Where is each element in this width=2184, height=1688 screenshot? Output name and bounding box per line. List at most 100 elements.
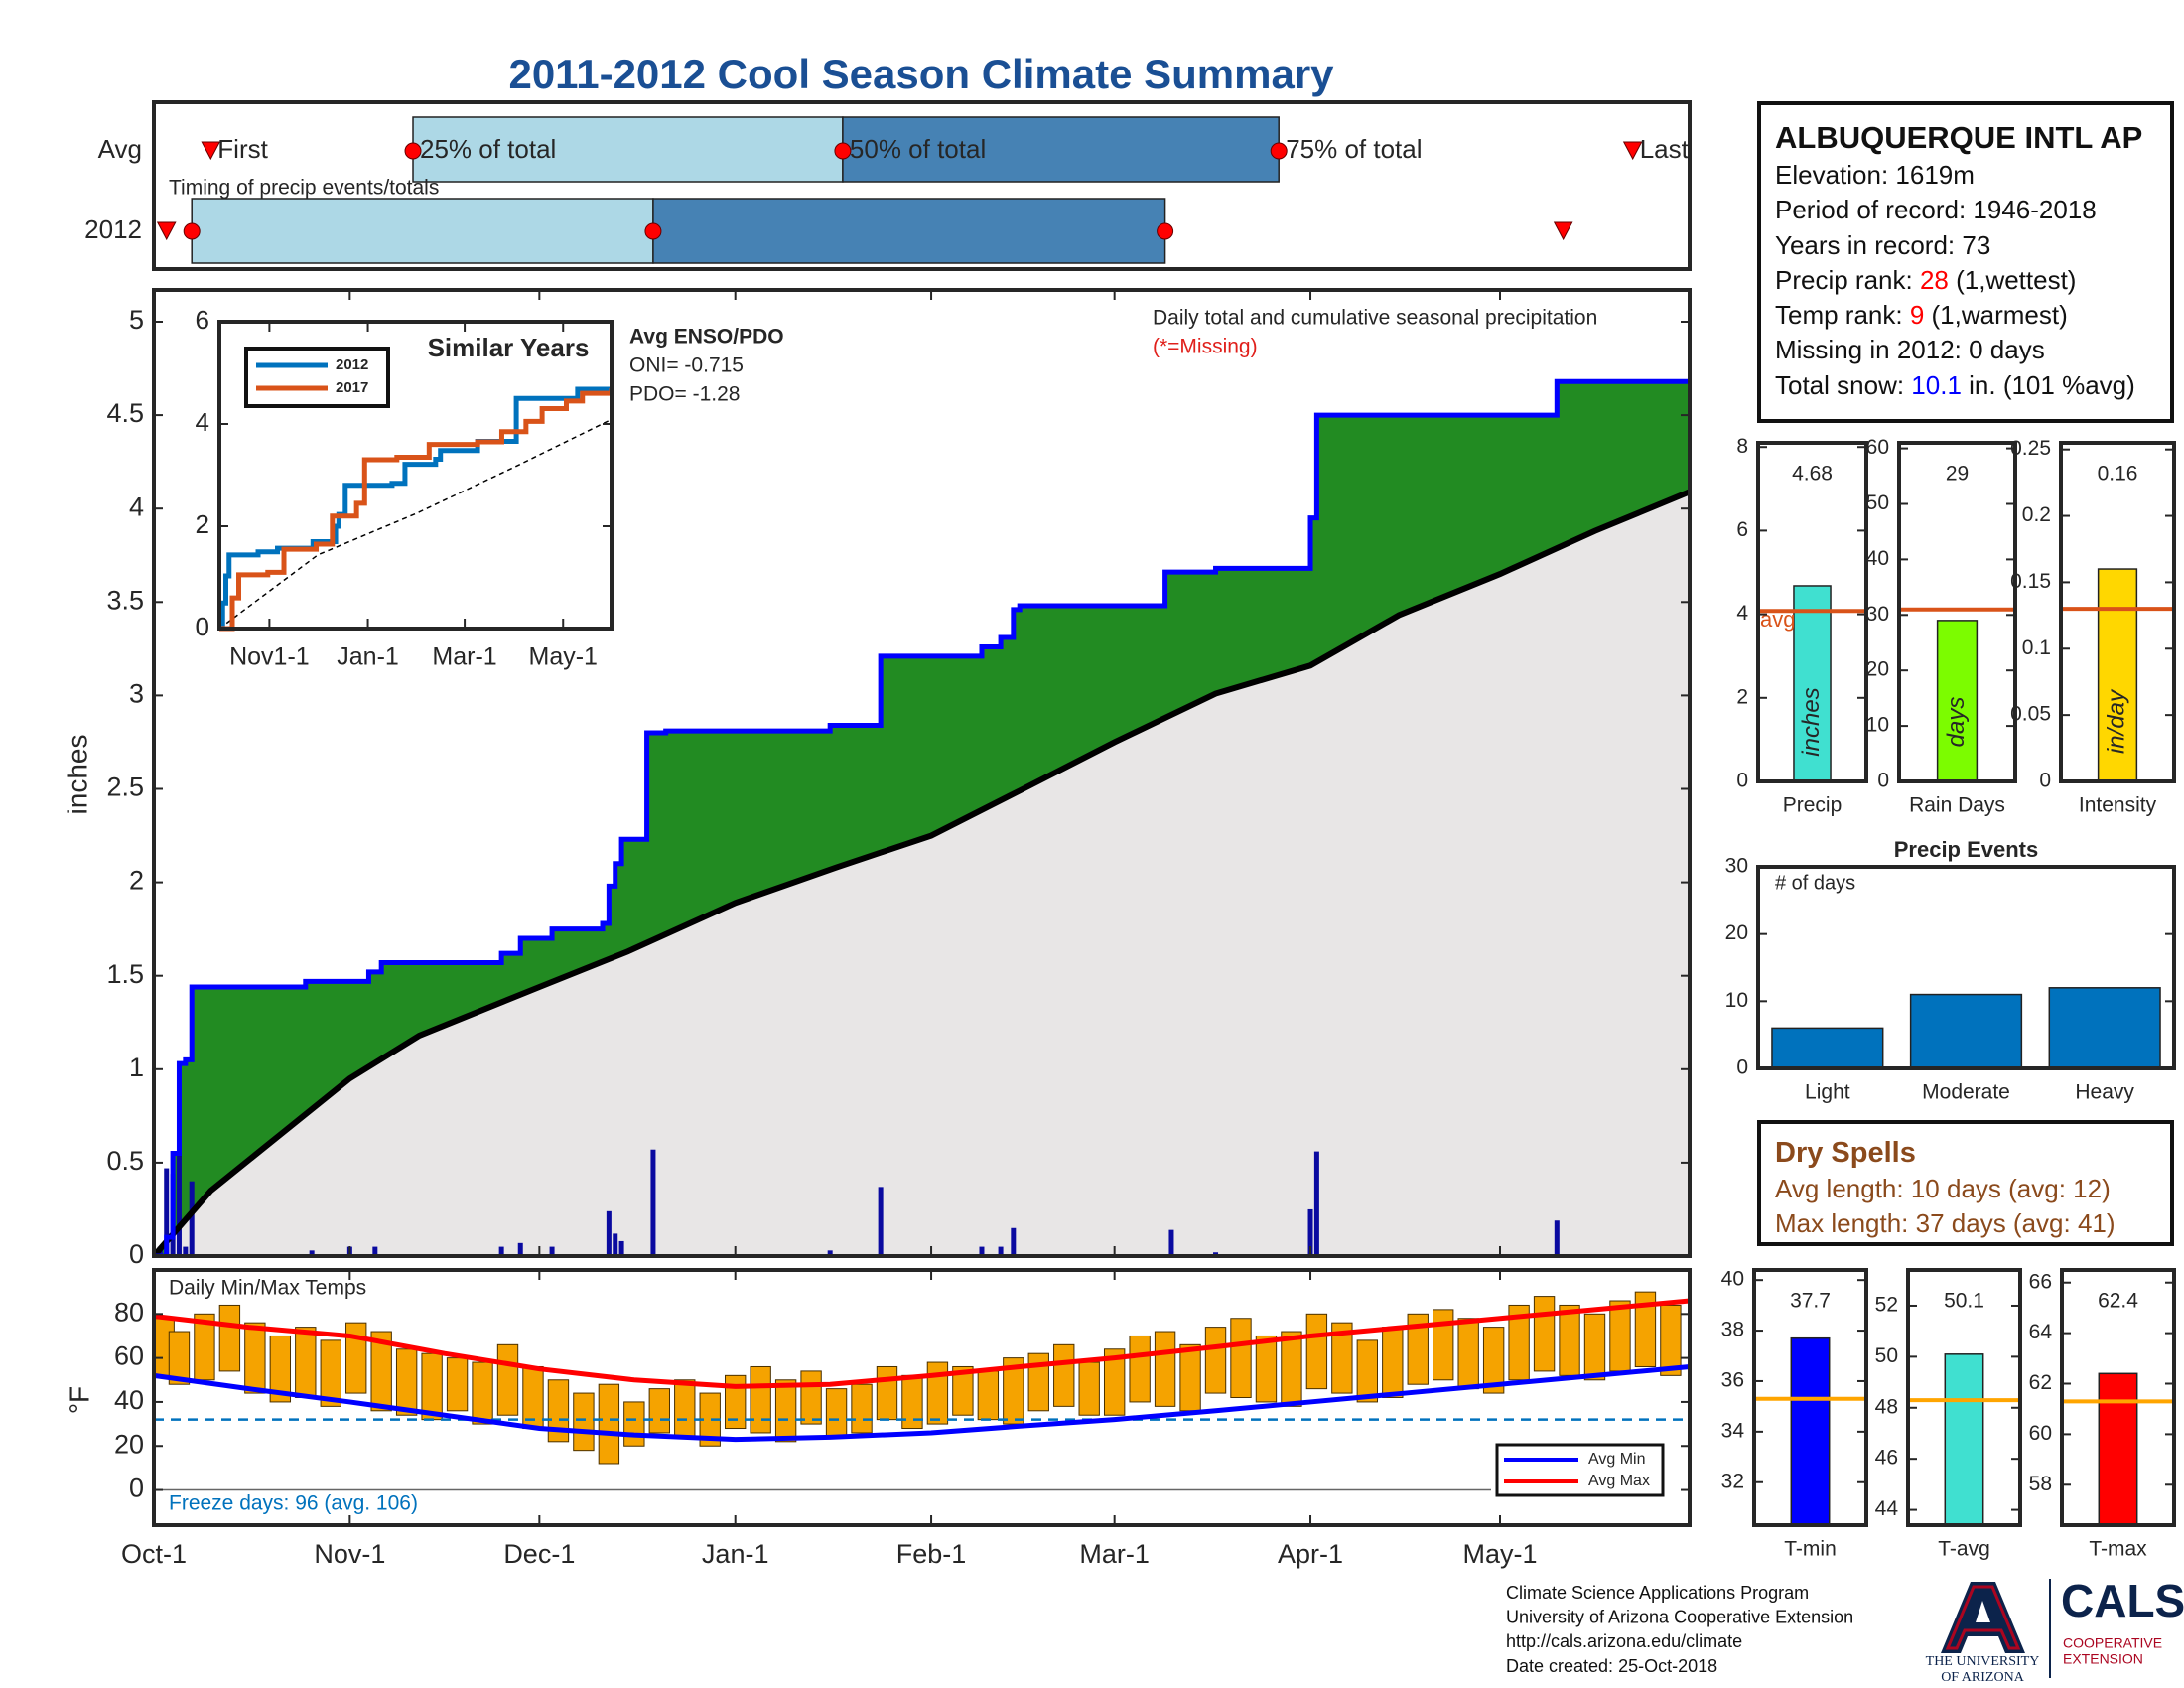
logo-shape [1976, 1601, 1990, 1622]
quartile-marker [644, 222, 662, 240]
daily-bar [979, 1246, 985, 1256]
y-tick-label: 60 [114, 1341, 144, 1371]
cumulative-line [154, 378, 1690, 1256]
x-tick-label: Apr-1 [1278, 1539, 1343, 1569]
station-line: Precip rank: 28 (1,wettest) [1775, 263, 2157, 298]
bar [1771, 1027, 1884, 1069]
average-line [154, 489, 1690, 1256]
event-marker [1622, 141, 1643, 161]
enso-annotation: Avg ENSO/PDO [629, 326, 784, 349]
value-label: 62.4 [2098, 1290, 2138, 1313]
quartile-bar [652, 198, 1166, 264]
unit-label: days [1943, 697, 1970, 748]
value-label: 29 [1946, 463, 1969, 486]
average-label: avg [1760, 607, 1795, 632]
category-label: Heavy [2075, 1081, 2134, 1104]
logo-text: THE UNIVERSITY [1926, 1654, 2040, 1669]
y-tick-label: 60 [2029, 1422, 2052, 1445]
temp-range-bar [1154, 1331, 1176, 1407]
temp-range-bar [1281, 1331, 1302, 1407]
station-text: Precip rank: [1775, 264, 1920, 295]
bar [1944, 1353, 1984, 1526]
station-text: 10.1 [1911, 369, 1962, 400]
enso-annotation: ONI= -0.715 [629, 354, 744, 377]
timeline-title: Timing of precip events/totals [169, 177, 439, 200]
x-tick-label: Mar-1 [1079, 1539, 1150, 1569]
daily-bar [176, 1153, 182, 1256]
temp-range-bar [1103, 1348, 1126, 1416]
y-tick-label: 50 [1875, 1344, 1898, 1367]
y-tick-label: 4.5 [106, 398, 144, 428]
page-title: 2011-2012 Cool Season Climate Summary [508, 51, 1334, 97]
temp-range-bar [573, 1392, 595, 1452]
temp-range-bar [496, 1343, 519, 1416]
temp-range-bar [1003, 1357, 1024, 1425]
y-tick-label: 1.5 [106, 959, 144, 989]
missing-note: (*=Missing) [1153, 336, 1258, 358]
inset-title: Similar Years [428, 333, 590, 362]
station-text: 9 [1909, 300, 1925, 331]
y-tick-label: 58 [2029, 1473, 2052, 1495]
marker-label: 25% of total [420, 134, 556, 164]
station-line: Years in record: 73 [1775, 228, 2157, 263]
y-tick-label: 6 [196, 305, 209, 335]
y-tick-label: 38 [1721, 1319, 1744, 1341]
temp-range-bar [674, 1379, 696, 1438]
y-axis-label: # of days [1775, 872, 1855, 894]
average-line [218, 418, 613, 630]
daily-bar [498, 1246, 504, 1256]
temp-range-bar [370, 1331, 392, 1412]
y-tick-label: 0.2 [2022, 503, 2051, 526]
surplus-area [154, 381, 1690, 1256]
marker-label: 50% of total [850, 134, 986, 164]
y-tick-label: 50 [1866, 492, 1889, 514]
daily-bar [1313, 1151, 1319, 1256]
temp-range-bar [547, 1379, 570, 1443]
bar [1790, 1336, 1831, 1526]
chart-subtitle: Daily total and cumulative seasonal prec… [1153, 307, 1597, 330]
y-tick-label: 48 [1875, 1395, 1898, 1418]
temp-range-bar [1305, 1313, 1328, 1390]
x-tick-label: Feb-1 [896, 1539, 967, 1569]
station-line: Elevation: 1619m [1775, 158, 2157, 193]
y-axis-label: °F [64, 1386, 94, 1414]
logo-text: OF ARIZONA [1941, 1670, 2025, 1685]
temp-range-bar [876, 1365, 898, 1421]
x-tick-label: Nov1-1 [229, 643, 310, 671]
bar [1936, 620, 1979, 782]
panel-frame [152, 288, 1692, 1258]
average-area [154, 492, 1690, 1256]
station-line: Temp rank: 9 (1,warmest) [1775, 298, 2157, 333]
y-tick-label: 6 [1736, 518, 1748, 541]
y-tick-label: 60 [1866, 436, 1889, 459]
temp-range-bar [1331, 1322, 1353, 1394]
unit-label: in/day [2103, 688, 2129, 754]
y-tick-label: 0 [1736, 770, 1748, 792]
station-line: Period of record: 1946-2018 [1775, 193, 2157, 227]
legend-label: Avg Max [1588, 1473, 1650, 1489]
daily-bar [618, 1240, 624, 1256]
y-tick-label: 30 [1866, 603, 1889, 626]
y-tick-label: 20 [1725, 921, 1748, 944]
y-tick-label: 40 [114, 1385, 144, 1415]
panel-frame [152, 100, 1692, 271]
y-tick-label: 32 [1721, 1470, 1744, 1492]
footer-line: University of Arizona Cooperative Extens… [1506, 1607, 1853, 1626]
temp-range-bar [1433, 1309, 1454, 1381]
temp-range-bar [648, 1388, 670, 1434]
value-label: 0.16 [2098, 463, 2138, 486]
y-tick-label: 0.05 [2010, 703, 2051, 726]
station-text: (1,warmest) [1924, 300, 2068, 331]
category-label: T-avg [1938, 1538, 1990, 1561]
temp-range-bar [345, 1322, 367, 1394]
category-label: Intensity [2079, 794, 2157, 817]
category-label: T-min [1784, 1538, 1837, 1561]
freeze-label: Freeze days: 96 (avg. 106) [169, 1492, 418, 1515]
x-tick-label: May-1 [529, 643, 598, 671]
daily-bar [1168, 1229, 1174, 1256]
temp-range-bar [1609, 1300, 1631, 1372]
temp-range-bar [926, 1361, 949, 1425]
temp-range-bar [598, 1383, 620, 1465]
daily-bar [164, 1168, 170, 1256]
y-tick-label: 46 [1875, 1447, 1898, 1470]
